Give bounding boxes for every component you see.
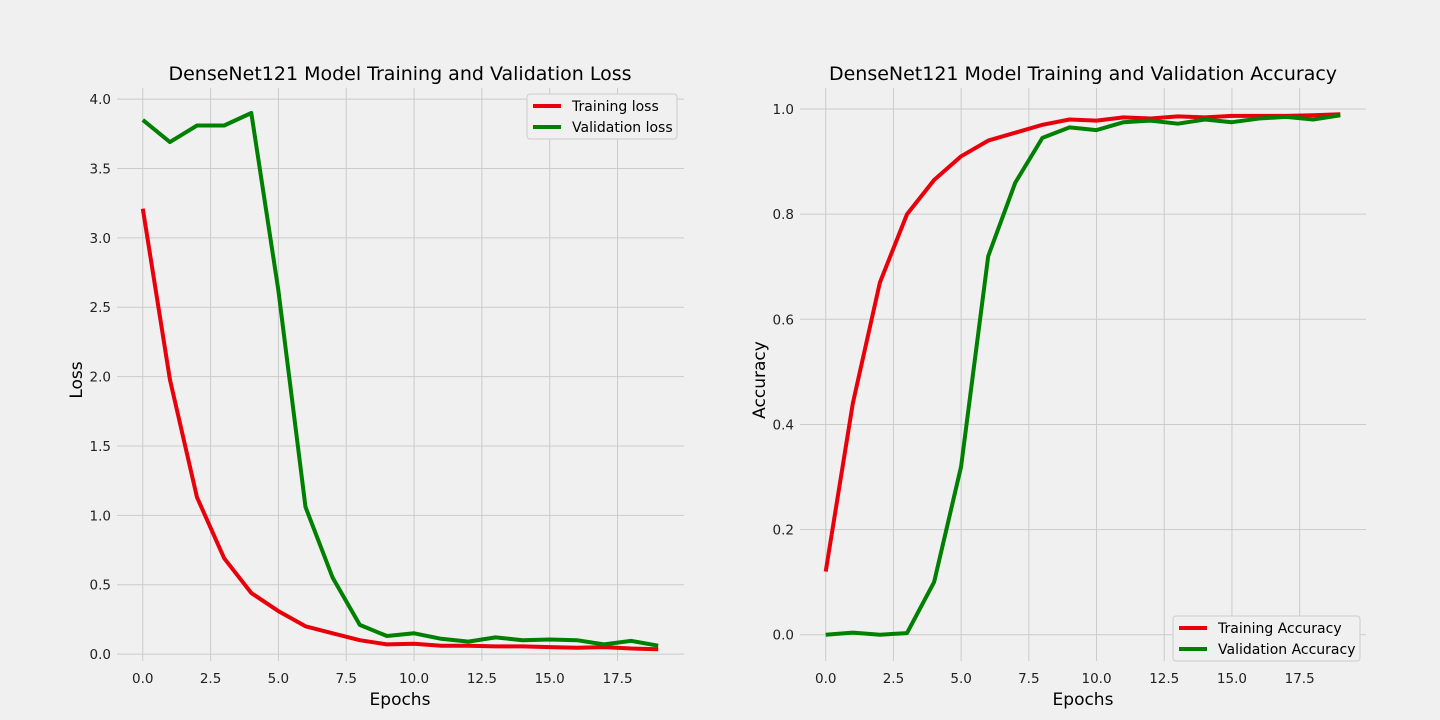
y-tick-label: 1.0 xyxy=(90,508,111,524)
x-tick-label: 17.5 xyxy=(603,671,633,687)
loss-chart: DenseNet121 Model Training and Validatio… xyxy=(67,63,684,710)
x-tick-label: 12.5 xyxy=(467,671,497,687)
y-axis-label: Accuracy xyxy=(750,341,770,419)
y-ticks: 0.0 0.2 0.4 0.6 0.8 1.0 xyxy=(773,102,794,644)
x-tick-label: 5.0 xyxy=(950,671,971,687)
legend-box xyxy=(1172,615,1361,662)
chart-title: DenseNet121 Model Training and Validatio… xyxy=(829,63,1337,85)
accuracy-chart: DenseNet121 Model Training and Validatio… xyxy=(750,63,1366,710)
y-tick-label: 0.0 xyxy=(773,628,794,644)
legend: Training loss Validation loss xyxy=(526,93,678,140)
y-tick-label: 3.0 xyxy=(90,231,111,247)
series-lines xyxy=(823,112,1341,637)
x-tick-label: 12.5 xyxy=(1149,671,1179,687)
y-tick-label: 2.0 xyxy=(90,370,111,386)
x-tick-label: 17.5 xyxy=(1285,671,1315,687)
y-tick-label: 3.5 xyxy=(90,161,111,177)
series-lines xyxy=(140,111,659,652)
y-tick-label: 2.5 xyxy=(90,300,111,316)
y-tick-label: 0.4 xyxy=(773,417,794,433)
x-tick-label: 0.0 xyxy=(132,671,153,687)
x-tick-label: 2.5 xyxy=(200,671,221,687)
legend-entry-label: Training Accuracy xyxy=(1217,621,1342,637)
x-tick-label: 0.0 xyxy=(815,671,836,687)
x-tick-label: 7.5 xyxy=(1018,671,1039,687)
x-tick-label: 15.0 xyxy=(535,671,565,687)
x-tick-label: 7.5 xyxy=(335,671,356,687)
legend-entry-label: Validation loss xyxy=(572,120,673,136)
x-tick-label: 5.0 xyxy=(268,671,289,687)
y-axis-label: Loss xyxy=(67,361,87,398)
legend: Training Accuracy Validation Accuracy xyxy=(1172,615,1361,662)
y-ticks: 0.0 0.5 1.0 1.5 2.0 2.5 3.0 3.5 4.0 xyxy=(90,92,111,663)
series-line-validation-accuracy xyxy=(825,113,1341,637)
series-line-validation-loss xyxy=(141,111,659,648)
y-tick-label: 0.8 xyxy=(773,207,794,223)
legend-box xyxy=(526,93,678,140)
y-tick-label: 0.2 xyxy=(773,523,794,539)
y-tick-label: 1.5 xyxy=(90,439,111,455)
chart-title: DenseNet121 Model Training and Validatio… xyxy=(168,63,631,85)
x-tick-label: 10.0 xyxy=(399,671,429,687)
x-tick-label: 10.0 xyxy=(1082,671,1112,687)
y-tick-label: 0.0 xyxy=(90,647,111,663)
x-tick-label: 2.5 xyxy=(883,671,904,687)
y-tick-label: 1.0 xyxy=(773,102,794,118)
y-tick-label: 4.0 xyxy=(90,92,111,108)
y-tick-label: 0.6 xyxy=(773,312,794,328)
legend-entry-label: Validation Accuracy xyxy=(1218,642,1356,658)
series-line-training-accuracy xyxy=(823,112,1341,572)
x-axis-label: Epochs xyxy=(370,690,431,710)
legend-entry-label: Training loss xyxy=(571,99,659,115)
series-line-training-loss xyxy=(140,208,659,652)
x-ticks: 0.0 2.5 5.0 7.5 10.0 12.5 15.0 17.5 xyxy=(132,671,633,687)
y-tick-label: 0.5 xyxy=(90,578,111,594)
x-tick-label: 15.0 xyxy=(1217,671,1247,687)
x-axis-label: Epochs xyxy=(1053,690,1114,710)
x-ticks: 0.0 2.5 5.0 7.5 10.0 12.5 15.0 17.5 xyxy=(815,671,1315,687)
